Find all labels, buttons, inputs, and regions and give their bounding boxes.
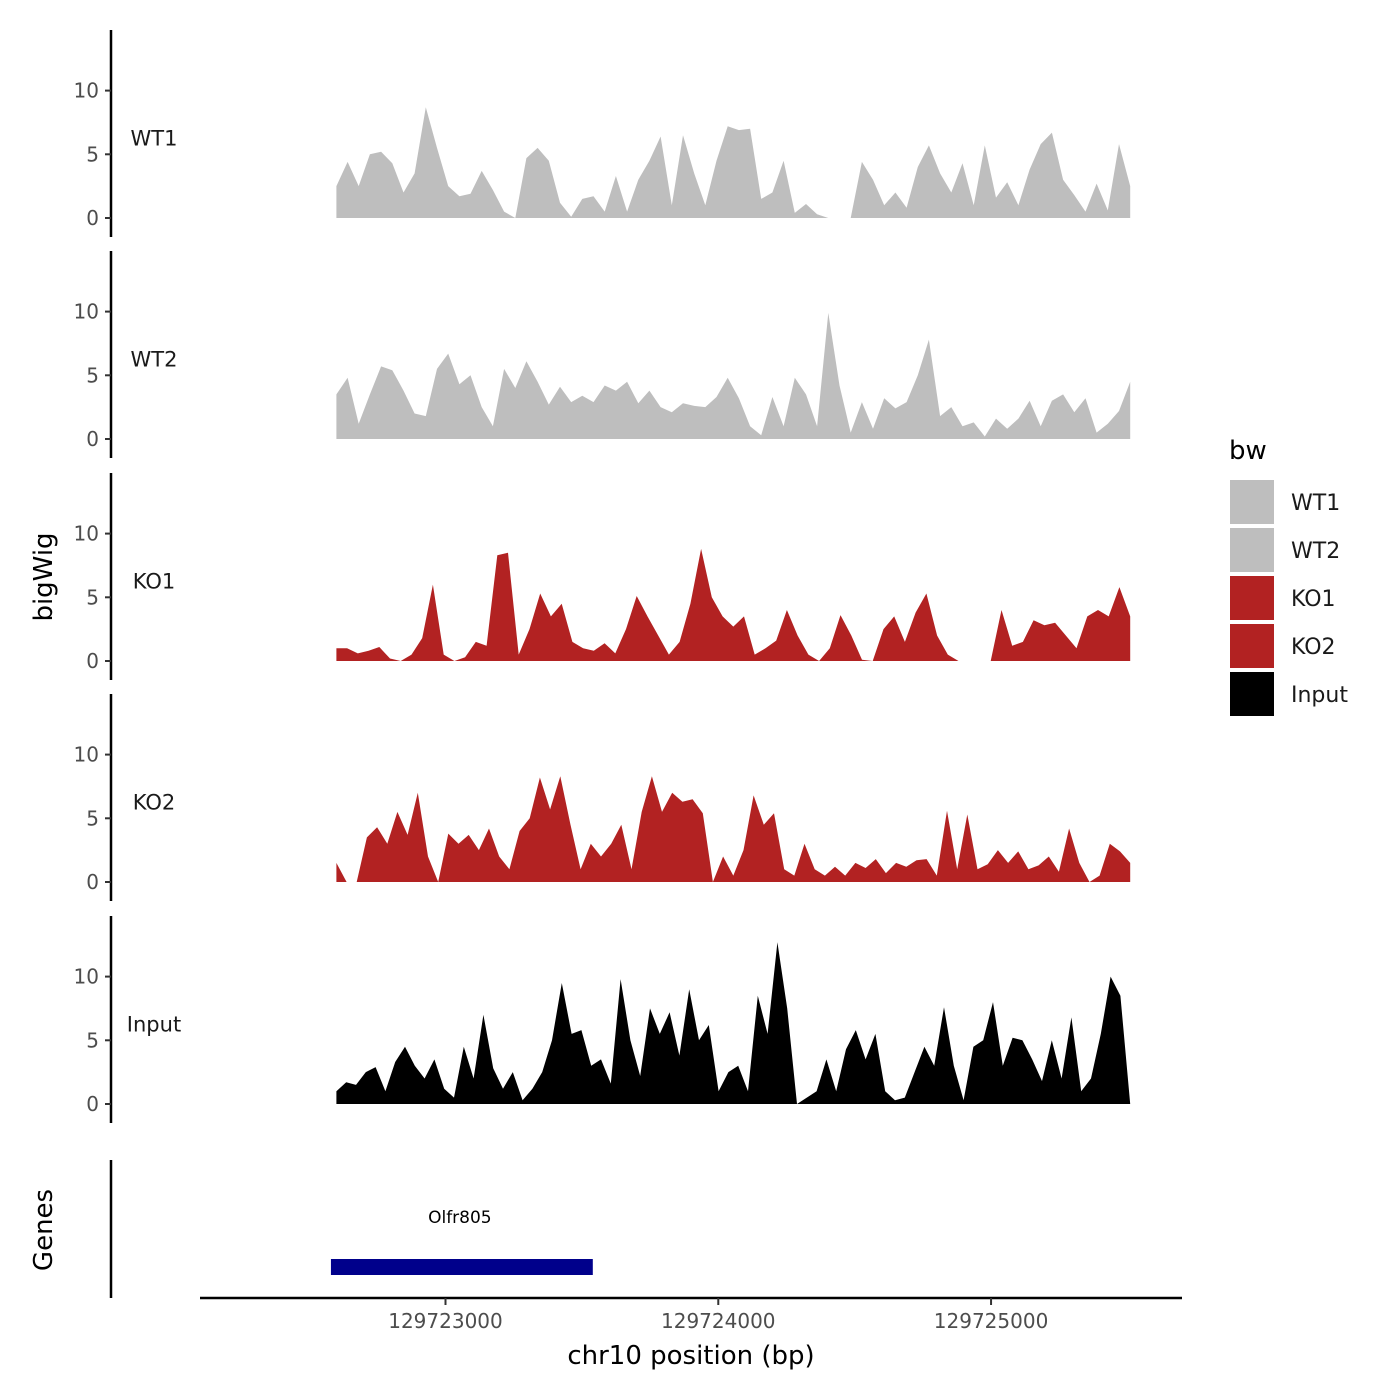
legend-label: WT1: [1291, 491, 1340, 516]
legend-label: KO2: [1291, 635, 1336, 660]
legend-swatch: [1230, 528, 1274, 572]
track-input: 0 5 10 Input: [74, 916, 1131, 1123]
y-tick-label: 5: [86, 363, 99, 387]
legend-swatch: [1230, 480, 1274, 524]
y-tick-label: 10: [74, 743, 99, 767]
y-tick-label: 5: [86, 1028, 99, 1052]
legend-item: KO1: [1230, 576, 1336, 620]
legend-swatch: [1230, 576, 1274, 620]
track-label: KO2: [133, 791, 176, 815]
signal-area-input: [336, 942, 1131, 1104]
legend-swatch: [1230, 672, 1274, 716]
legend-item: KO2: [1230, 624, 1336, 668]
signal-area-ko2: [336, 776, 1131, 882]
signal-area-wt2: [336, 312, 1131, 439]
legend-label: Input: [1291, 683, 1348, 708]
y-tick-label: 0: [86, 870, 99, 894]
y-tick-label: 0: [86, 1092, 99, 1116]
y-tick-label: 10: [74, 79, 99, 103]
x-tick-label: 129724000: [661, 1309, 776, 1333]
genes-axis-title: Genes: [29, 1189, 59, 1271]
legend-label: WT2: [1291, 539, 1340, 564]
y-tick-label: 5: [86, 142, 99, 166]
x-tick-label: 129723000: [388, 1309, 503, 1333]
legend-item: WT2: [1230, 528, 1340, 572]
track-wt1: 0 5 10 WT1: [74, 30, 1131, 237]
legend-item: Input: [1230, 672, 1348, 716]
gene-label: Olfr805: [428, 1208, 492, 1228]
signal-area-wt1: [336, 107, 1131, 218]
y-tick-label: 0: [86, 649, 99, 673]
legend-label: KO1: [1291, 587, 1336, 612]
track-ko1: 0 5 10 KO1: [74, 473, 1131, 680]
legend: bw WT1 WT2 KO1 KO2 Input: [1229, 436, 1348, 716]
gene-body: [330, 1259, 593, 1275]
y-tick-label: 10: [74, 965, 99, 989]
track-label: WT2: [131, 348, 178, 372]
signal-tracks: 0 5 10 WT1 0 5 10 WT2 0 5 10 KO1 0 5 10 KO2 0 5 10 Input: [74, 30, 1131, 1123]
x-axis-title: chr10 position (bp): [567, 1341, 814, 1371]
y-tick-label: 0: [86, 427, 99, 451]
x-axis: 129723000 129724000 129725000: [200, 1296, 1182, 1333]
track-label: WT1: [131, 127, 178, 151]
gene-track: Olfr805: [109, 1160, 593, 1298]
track-label: KO1: [133, 570, 176, 594]
track-label: Input: [127, 1013, 181, 1037]
y-tick-label: 5: [86, 806, 99, 830]
track-wt2: 0 5 10 WT2: [74, 251, 1131, 458]
y-axis-title: bigWig: [29, 532, 59, 621]
y-tick-label: 10: [74, 522, 99, 546]
y-tick-label: 5: [86, 585, 99, 609]
x-tick-label: 129725000: [934, 1309, 1049, 1333]
y-tick-label: 0: [86, 206, 99, 230]
legend-swatch: [1230, 624, 1274, 668]
signal-area-ko1: [336, 548, 1131, 661]
track-ko2: 0 5 10 KO2: [74, 694, 1131, 901]
legend-title: bw: [1229, 436, 1267, 466]
legend-item: WT1: [1230, 480, 1340, 524]
y-tick-label: 10: [74, 300, 99, 324]
